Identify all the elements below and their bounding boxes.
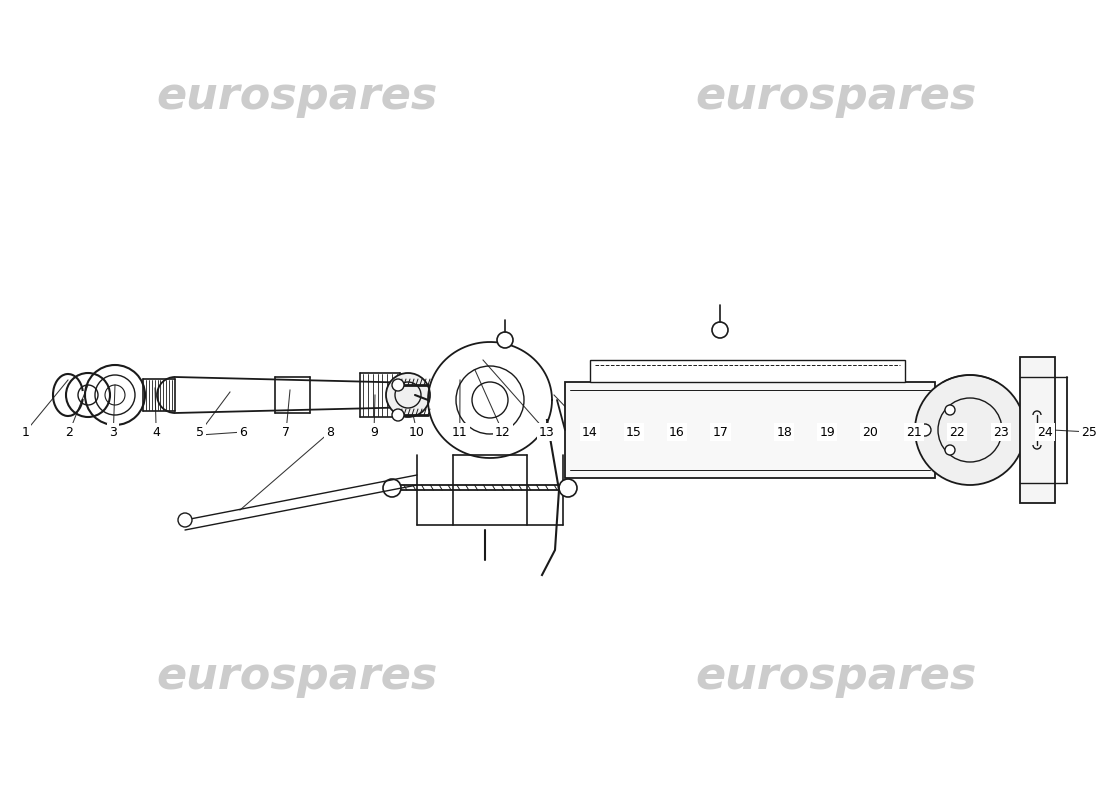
Text: 22: 22 <box>949 426 965 438</box>
Text: 15: 15 <box>626 426 641 438</box>
Text: eurospares: eurospares <box>695 74 977 118</box>
Circle shape <box>383 479 402 497</box>
Circle shape <box>178 513 192 527</box>
Text: 5: 5 <box>196 426 205 438</box>
Circle shape <box>945 445 955 455</box>
Circle shape <box>918 424 931 436</box>
Text: 18: 18 <box>777 426 792 438</box>
Bar <box>565 382 935 478</box>
Text: 14: 14 <box>582 426 597 438</box>
Text: 10: 10 <box>409 426 425 438</box>
Text: 3: 3 <box>109 426 118 438</box>
Text: 1: 1 <box>21 426 30 438</box>
Circle shape <box>497 332 513 348</box>
Text: 14: 14 <box>582 426 597 438</box>
Text: 2: 2 <box>65 426 74 438</box>
Text: 13: 13 <box>539 426 554 438</box>
Text: 21: 21 <box>906 426 922 438</box>
Text: 3: 3 <box>109 426 118 438</box>
Text: eurospares: eurospares <box>695 654 977 698</box>
Text: 24: 24 <box>1037 426 1053 438</box>
Text: 19: 19 <box>820 426 835 438</box>
Text: 7: 7 <box>282 426 290 438</box>
Text: 20: 20 <box>862 426 878 438</box>
Text: 8: 8 <box>326 426 334 438</box>
Text: 17: 17 <box>713 426 728 438</box>
Text: 1: 1 <box>21 426 30 438</box>
Text: 25: 25 <box>1081 426 1097 438</box>
Text: 24: 24 <box>1037 426 1053 438</box>
Text: 10: 10 <box>409 426 425 438</box>
Circle shape <box>392 409 404 421</box>
Circle shape <box>712 322 728 338</box>
Bar <box>590 360 905 382</box>
Text: 19: 19 <box>820 426 835 438</box>
Text: 9: 9 <box>370 426 378 438</box>
Text: eurospares: eurospares <box>156 654 438 698</box>
Text: 22: 22 <box>949 426 965 438</box>
Text: 16: 16 <box>669 426 684 438</box>
Text: 11: 11 <box>452 426 468 438</box>
Bar <box>1020 357 1055 503</box>
Text: 23: 23 <box>993 426 1009 438</box>
Text: 5: 5 <box>196 426 205 438</box>
Text: 23: 23 <box>993 426 1009 438</box>
Text: 6: 6 <box>239 426 248 438</box>
Text: 11: 11 <box>452 426 468 438</box>
Text: 2: 2 <box>65 426 74 438</box>
Circle shape <box>945 405 955 415</box>
Text: 15: 15 <box>626 426 641 438</box>
Text: 12: 12 <box>495 426 510 438</box>
Circle shape <box>392 379 404 391</box>
Text: 20: 20 <box>862 426 878 438</box>
Text: 4: 4 <box>152 426 161 438</box>
Circle shape <box>386 373 430 417</box>
Text: 25: 25 <box>1081 426 1097 438</box>
Text: eurospares: eurospares <box>156 74 438 118</box>
Text: 7: 7 <box>282 426 290 438</box>
Text: 12: 12 <box>495 426 510 438</box>
Text: 6: 6 <box>239 426 248 438</box>
Circle shape <box>559 479 578 497</box>
Text: 18: 18 <box>777 426 792 438</box>
Text: 9: 9 <box>370 426 378 438</box>
Text: 21: 21 <box>906 426 922 438</box>
Text: 8: 8 <box>326 426 334 438</box>
Text: 16: 16 <box>669 426 684 438</box>
Text: 13: 13 <box>539 426 554 438</box>
Text: 4: 4 <box>152 426 161 438</box>
Circle shape <box>915 375 1025 485</box>
Text: 17: 17 <box>713 426 728 438</box>
